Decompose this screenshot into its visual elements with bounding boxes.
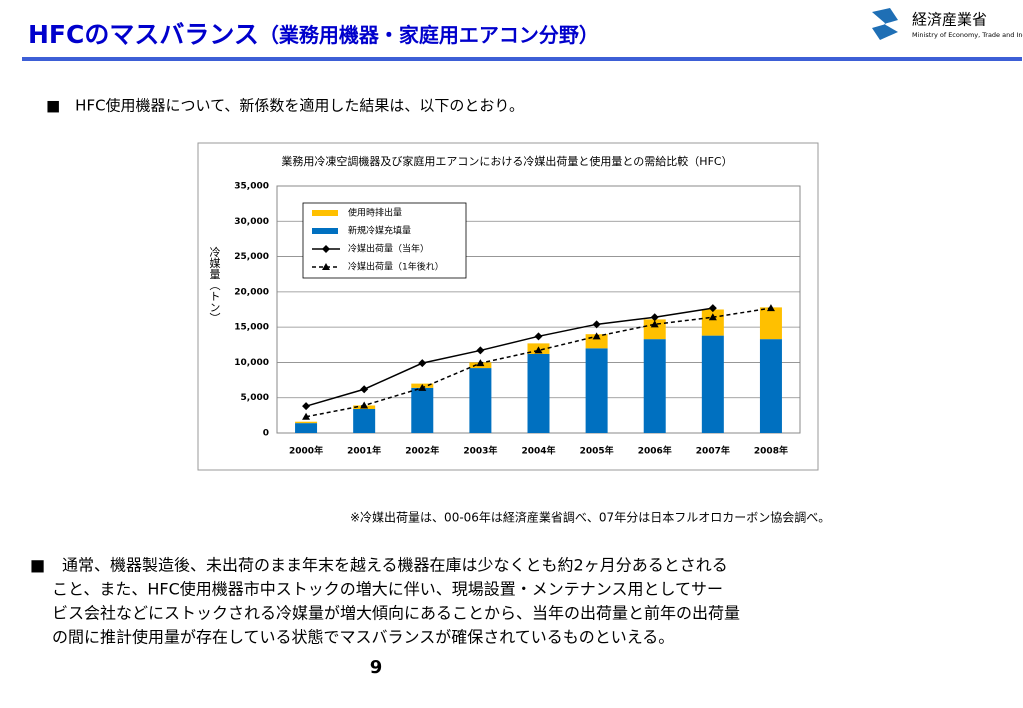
y-tick-label: 0 <box>263 429 269 439</box>
chart-frame <box>197 142 819 471</box>
legend-label: 冷媒出荷量（当年） <box>348 243 429 255</box>
bar-segment <box>759 339 782 433</box>
bullet-2-line: 通常、機器製造後、未出荷のまま年末を越える機器在庫は少なくとも約2ヶ月分あるとさ… <box>62 556 728 575</box>
bar-segment <box>353 409 376 433</box>
line-marker <box>650 320 659 328</box>
y-tick-label: 15,000 <box>234 323 269 333</box>
bullet-2-line: の間に推計使用量が存在している状態でマスバランスが確保されているものといえる。 <box>52 628 674 647</box>
y-tick-label: 25,000 <box>234 252 269 262</box>
y-tick-label: 5,000 <box>241 393 269 403</box>
line-marker <box>302 402 311 411</box>
chart-title: 業務用冷凍空調機器及び家庭用エアコンにおける冷媒出荷量と使用量との需給比較（HF… <box>281 154 732 168</box>
line-marker <box>476 359 485 367</box>
header-rule <box>22 57 1022 61</box>
legend-swatch <box>312 210 338 216</box>
line-marker <box>302 412 311 420</box>
y-axis-label: 冷媒量（トン） <box>208 246 221 323</box>
x-tick-label: 2000年 <box>289 445 323 457</box>
x-tick-label: 2007年 <box>696 445 730 457</box>
line-marker <box>534 346 543 354</box>
x-tick-label: 2004年 <box>521 445 555 457</box>
logo-english: Ministry of Economy, Trade and Industry <box>912 31 1023 39</box>
legend-marker <box>322 245 330 253</box>
line-marker <box>418 359 427 368</box>
bar-segment <box>701 309 724 336</box>
title-sub: （業務用機器・家庭用エアコン分野） <box>259 23 599 47</box>
bullet-1: ■ HFC使用機器について、新係数を適用した結果は、以下のとおり。 <box>46 97 524 115</box>
line-marker <box>418 383 427 391</box>
logo: 経済産業省 Ministry of Economy, Trade and Ind… <box>872 8 1023 40</box>
y-tick-label: 10,000 <box>234 358 269 368</box>
line-marker <box>592 332 601 340</box>
line-marker <box>708 313 717 321</box>
bar-segment <box>295 423 318 433</box>
page-number: 9 <box>370 657 383 678</box>
bar-segment <box>295 421 318 424</box>
logo-mark <box>872 8 898 40</box>
bar-segment <box>701 335 724 433</box>
line-marker <box>476 346 485 355</box>
x-tick-label: 2005年 <box>580 445 614 457</box>
x-tick-label: 2003年 <box>463 445 497 457</box>
y-tick-label: 30,000 <box>234 217 269 227</box>
line-marker <box>708 304 717 313</box>
bullet-2-line: ビス会社などにストックされる冷媒量が増大傾向にあることから、当年の出荷量と前年の… <box>52 604 740 623</box>
bar-segment <box>643 339 666 433</box>
legend-label: 冷媒出荷量（1年後れ） <box>348 261 444 273</box>
line <box>305 307 713 407</box>
legend-swatch <box>312 228 338 234</box>
bar-segment <box>585 348 608 433</box>
y-tick-label: 20,000 <box>234 287 269 297</box>
x-tick-label: 2001年 <box>347 445 381 457</box>
bar-segment <box>527 353 550 433</box>
line-marker <box>766 304 775 312</box>
bar-segment <box>759 307 782 340</box>
bullet-2-line: こと、また、HFC使用機器市中ストックの増大に伴い、現場設置・メンテナンス用とし… <box>52 580 723 599</box>
line-marker <box>534 332 543 341</box>
logo-name: 経済産業省 <box>912 11 987 29</box>
x-tick-label: 2002年 <box>405 445 439 457</box>
bar-segment <box>469 368 492 433</box>
x-tick-label: 2006年 <box>638 445 672 457</box>
title-main: HFCのマスバランス <box>28 20 259 49</box>
line-marker <box>360 385 369 394</box>
line <box>305 307 772 418</box>
line-marker <box>360 401 369 409</box>
slide-title: HFCのマスバランス（業務用機器・家庭用エアコン分野） <box>28 20 599 49</box>
x-tick-label: 2008年 <box>754 445 788 457</box>
y-tick-label: 35,000 <box>234 182 269 192</box>
bar-segment <box>411 387 434 433</box>
line-marker <box>650 313 659 322</box>
legend-label: 使用時排出量 <box>348 207 402 219</box>
bullet-2-marker: ■ <box>30 556 45 575</box>
footnote: ※冷媒出荷量は、00-06年は経済産業省調べ、07年分は日本フルオロカーボン協会… <box>350 510 830 525</box>
legend-label: 新規冷媒充填量 <box>348 225 411 237</box>
line-marker <box>592 320 601 329</box>
legend-marker <box>322 263 330 270</box>
